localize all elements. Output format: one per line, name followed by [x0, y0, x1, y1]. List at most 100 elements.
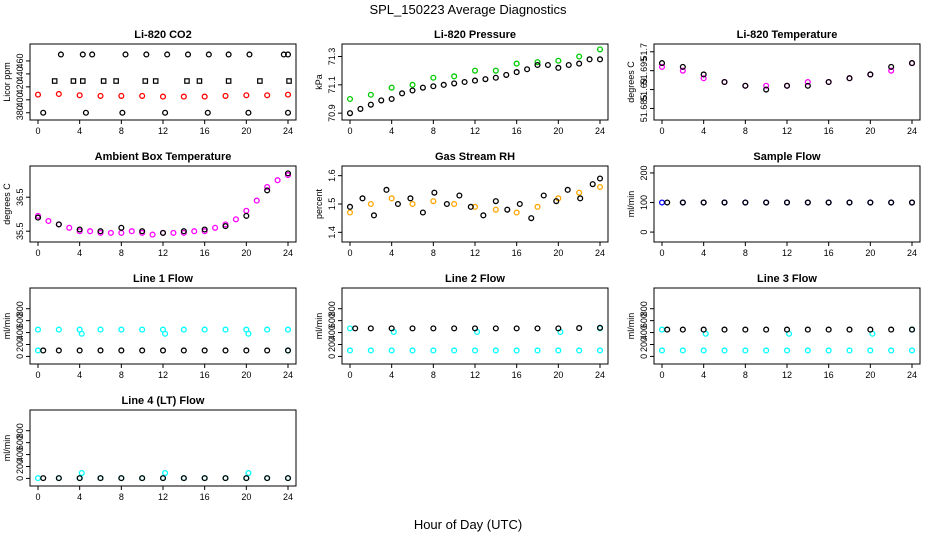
- data-point: [763, 86, 770, 93]
- data-point: [257, 78, 263, 84]
- data-point: [367, 325, 374, 332]
- data-point: [825, 347, 832, 354]
- data-point: [97, 475, 104, 482]
- data-point: [804, 78, 811, 86]
- data-point: [253, 197, 260, 204]
- data-point: [503, 71, 510, 78]
- data-point: [34, 326, 42, 333]
- y-axis-label: percent: [314, 188, 324, 219]
- x-tick-label: 16: [824, 248, 834, 258]
- data-point: [264, 92, 271, 99]
- x-tick-label: 16: [200, 248, 210, 258]
- data-point: [243, 207, 250, 214]
- data-point: [908, 347, 916, 354]
- panel-title: Li-820 CO2: [134, 29, 191, 41]
- data-point: [383, 186, 390, 193]
- x-tick-label: 16: [824, 126, 834, 136]
- y-tick-label: 71.3: [327, 48, 337, 66]
- data-point: [180, 326, 187, 333]
- x-tick-label: 0: [659, 370, 664, 380]
- data-point: [565, 61, 572, 69]
- x-tick-label: 24: [283, 248, 293, 258]
- data-point: [564, 186, 571, 193]
- x-tick-label: 16: [512, 248, 522, 258]
- data-point: [430, 74, 437, 81]
- x-tick-label: 20: [241, 492, 251, 502]
- data-point: [357, 105, 364, 112]
- data-point: [596, 56, 604, 63]
- data-point: [888, 326, 895, 333]
- data-point: [367, 101, 374, 108]
- data-point: [118, 347, 125, 354]
- y-tick-label: 600: [15, 435, 25, 450]
- y-axis-label: degrees C: [626, 61, 636, 103]
- y-tick-label: 51.695: [639, 57, 649, 85]
- y-tick-label: 1.5: [327, 198, 337, 211]
- x-tick-label: 12: [470, 248, 480, 258]
- x-tick-label: 8: [431, 126, 436, 136]
- data-point: [367, 200, 374, 208]
- data-point: [409, 81, 416, 88]
- data-point: [451, 73, 458, 80]
- data-point: [555, 57, 562, 64]
- data-point: [284, 326, 292, 333]
- data-point: [100, 78, 107, 84]
- data-point: [763, 347, 770, 354]
- data-point: [196, 78, 203, 84]
- x-tick-label: 8: [743, 248, 748, 258]
- x-tick-label: 8: [119, 126, 124, 136]
- data-point: [264, 183, 271, 191]
- y-tick-label: 440: [15, 66, 25, 81]
- data-point: [679, 67, 686, 74]
- y-tick-label: 380: [15, 105, 25, 120]
- data-point: [461, 78, 468, 86]
- data-point: [534, 203, 541, 210]
- panel-7: Line 1 Flow ml/min 0 4 8 12 16 20 24 0 20040060080…: [2, 273, 297, 380]
- x-tick-label: 16: [512, 370, 522, 380]
- x-tick-label: 24: [907, 370, 917, 380]
- y-tick-label: 400: [639, 325, 649, 340]
- data-point: [152, 78, 159, 84]
- data-point: [471, 347, 479, 354]
- data-point: [513, 60, 520, 67]
- y-tick-label: 0: [639, 230, 649, 235]
- data-point: [721, 347, 728, 354]
- y-tick-label: 1.6: [327, 169, 337, 182]
- data-point: [139, 92, 146, 99]
- data-point: [388, 325, 395, 332]
- data-point: [225, 51, 232, 58]
- data-point: [55, 221, 62, 228]
- data-point: [679, 326, 686, 333]
- data-point: [409, 200, 416, 208]
- x-tick-label: 12: [158, 370, 168, 380]
- data-point: [34, 91, 42, 98]
- x-tick-label: 8: [431, 370, 436, 380]
- data-point: [139, 475, 146, 482]
- data-point: [867, 199, 874, 206]
- data-point: [513, 209, 520, 216]
- data-point: [430, 198, 437, 205]
- data-point: [513, 347, 520, 354]
- data-point: [352, 325, 359, 332]
- y-tick-label: 800: [639, 301, 649, 316]
- data-point: [451, 200, 458, 208]
- data-point: [846, 347, 853, 354]
- data-point: [222, 92, 229, 99]
- data-point: [492, 198, 499, 205]
- x-tick-label: 12: [782, 370, 792, 380]
- data-point: [246, 51, 253, 58]
- data-point: [513, 69, 520, 76]
- data-point: [34, 214, 42, 221]
- y-tick-label: 600: [327, 313, 337, 328]
- data-point: [492, 74, 499, 81]
- data-point: [55, 475, 62, 482]
- data-point: [534, 347, 541, 354]
- data-point: [143, 51, 150, 58]
- x-tick-label: 0: [35, 248, 40, 258]
- y-tick-label: 35.5: [15, 222, 25, 240]
- y-tick-label: 400: [327, 325, 337, 340]
- y-tick-label: 1.4: [327, 226, 337, 239]
- x-tick-label: 4: [77, 370, 82, 380]
